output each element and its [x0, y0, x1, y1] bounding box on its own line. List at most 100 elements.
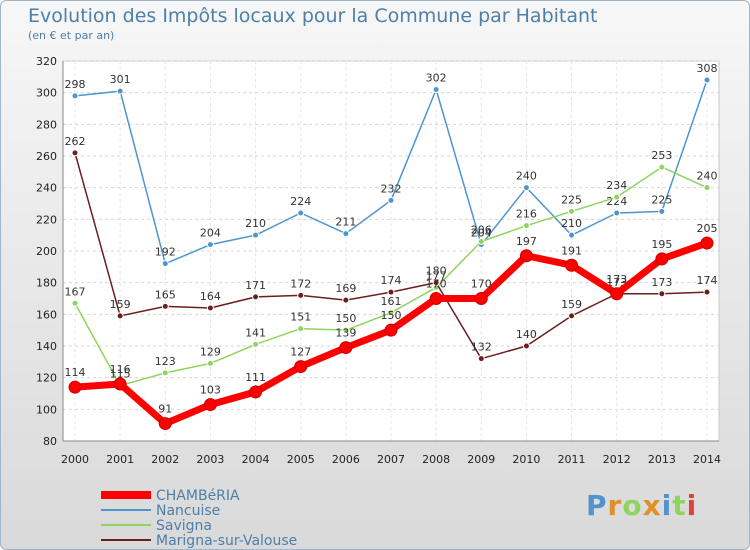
data-label: 262 — [65, 135, 86, 148]
data-point — [161, 302, 169, 310]
data-point — [658, 163, 666, 171]
data-point — [387, 288, 395, 296]
data-point — [522, 222, 530, 230]
data-label: 240 — [697, 170, 718, 183]
data-label: 211 — [335, 216, 356, 229]
data-point — [613, 193, 621, 201]
data-label: 91 — [158, 403, 172, 416]
data-point — [158, 417, 172, 431]
data-label: 210 — [245, 217, 266, 230]
data-label: 301 — [110, 73, 131, 86]
data-label: 139 — [335, 327, 356, 340]
data-label: 210 — [561, 217, 582, 230]
data-label: 129 — [200, 345, 221, 358]
data-point — [68, 380, 82, 394]
data-point — [474, 292, 488, 305]
data-label: 174 — [381, 274, 402, 287]
data-label: 225 — [561, 193, 582, 206]
data-label: 204 — [200, 227, 221, 240]
data-label: 170 — [426, 278, 447, 291]
y-tick-label: 220 — [36, 213, 57, 226]
proxiti-logo: Proxiti — [586, 489, 698, 522]
data-point — [71, 149, 79, 157]
data-point — [342, 296, 350, 304]
data-point — [477, 355, 485, 363]
data-point — [655, 252, 669, 266]
data-label: 140 — [516, 328, 537, 341]
data-point — [113, 377, 127, 391]
data-label: 165 — [155, 288, 176, 301]
data-point — [522, 342, 530, 350]
data-label: 308 — [697, 62, 718, 75]
data-point — [384, 323, 398, 337]
data-point — [71, 92, 79, 100]
data-label: 206 — [471, 224, 492, 237]
data-label: 177 — [426, 269, 447, 282]
data-point — [568, 207, 576, 215]
x-tick-label: 2000 — [61, 453, 89, 466]
x-tick-label: 2007 — [377, 453, 405, 466]
data-point — [252, 231, 260, 239]
x-tick-label: 2014 — [693, 453, 721, 466]
data-label: 253 — [651, 149, 672, 162]
data-point — [519, 249, 533, 263]
data-point — [387, 309, 395, 317]
data-point — [252, 340, 260, 348]
x-tick-label: 2006 — [332, 453, 360, 466]
data-point — [206, 241, 214, 249]
data-label: 150 — [335, 312, 356, 325]
data-label: 191 — [561, 244, 582, 257]
data-point — [116, 87, 124, 95]
data-point — [297, 291, 305, 299]
data-label: 151 — [290, 311, 311, 324]
data-label: 169 — [335, 282, 356, 295]
data-label: 171 — [245, 279, 266, 292]
data-point — [71, 299, 79, 307]
legend-label: CHAMBéRIA — [156, 488, 240, 504]
data-label: 232 — [381, 182, 402, 195]
data-point — [387, 196, 395, 204]
data-point — [613, 209, 621, 217]
data-label: 192 — [155, 246, 176, 259]
data-label: 197 — [516, 235, 537, 248]
data-label: 150 — [381, 309, 402, 322]
x-tick-label: 2008 — [422, 453, 450, 466]
data-label: 159 — [561, 298, 582, 311]
data-label: 234 — [606, 179, 627, 192]
x-tick-label: 2010 — [512, 453, 540, 466]
x-tick-label: 2004 — [242, 453, 270, 466]
data-point — [339, 341, 353, 355]
data-label: 164 — [200, 290, 221, 303]
data-point — [658, 290, 666, 298]
data-label: 170 — [471, 278, 492, 291]
y-tick-label: 260 — [36, 150, 57, 163]
data-point — [249, 385, 263, 399]
x-tick-label: 2003 — [196, 453, 224, 466]
data-label: 111 — [245, 371, 266, 384]
legend-label: Savigna — [156, 518, 212, 534]
y-tick-label: 160 — [36, 308, 57, 321]
chart-subtitle: (en € et par an) — [28, 29, 115, 42]
data-label: 205 — [697, 222, 718, 235]
x-tick-label: 2012 — [603, 453, 631, 466]
y-tick-label: 300 — [36, 87, 57, 100]
chart-title: Evolution des Impôts locaux pour la Comm… — [28, 5, 598, 27]
x-tick-label: 2009 — [467, 453, 495, 466]
data-label: 240 — [516, 170, 537, 183]
y-tick-label: 100 — [36, 403, 57, 416]
y-tick-label: 320 — [36, 55, 57, 68]
data-label: 180 — [426, 265, 447, 278]
data-label: 167 — [65, 285, 86, 298]
data-label: 224 — [290, 195, 311, 208]
data-point — [432, 86, 440, 93]
y-tick-label: 180 — [36, 277, 57, 290]
data-label: 127 — [290, 346, 311, 359]
x-tick-label: 2001 — [106, 453, 134, 466]
y-tick-label: 140 — [36, 340, 57, 353]
y-tick-label: 200 — [36, 245, 57, 258]
data-point — [700, 236, 714, 250]
y-tick-label: 280 — [36, 118, 57, 131]
data-point — [703, 76, 711, 84]
